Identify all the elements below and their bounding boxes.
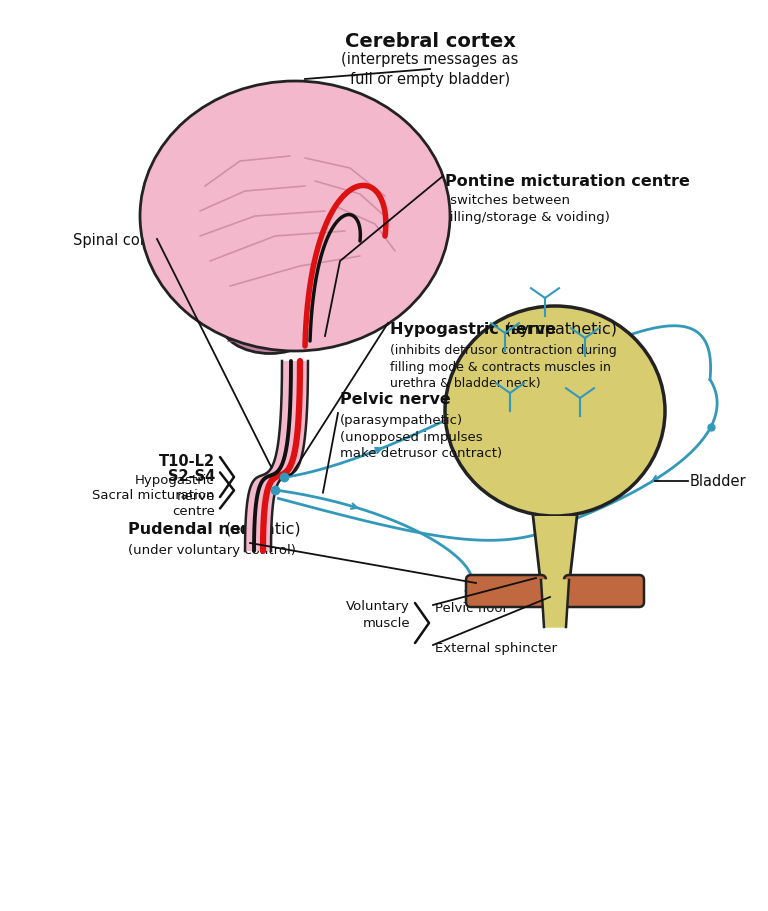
Text: Hypogastric nerve: Hypogastric nerve	[390, 322, 556, 337]
Text: Pelvic floor: Pelvic floor	[435, 601, 508, 614]
Text: (interprets messages as
full or empty bladder): (interprets messages as full or empty bl…	[341, 52, 518, 87]
Text: Spinal cord: Spinal cord	[73, 232, 155, 247]
Text: Pelvic nerve: Pelvic nerve	[340, 392, 451, 406]
Text: (somatic): (somatic)	[220, 521, 301, 537]
Text: Bladder: Bladder	[690, 474, 746, 489]
Text: Pontine micturation centre: Pontine micturation centre	[445, 174, 690, 189]
Text: Hypogastric
nerve: Hypogastric nerve	[135, 474, 215, 503]
FancyBboxPatch shape	[466, 576, 546, 608]
Text: Voluntary
muscle: Voluntary muscle	[346, 599, 410, 630]
Text: (sympathetic): (sympathetic)	[501, 322, 617, 337]
Text: T10-L2: T10-L2	[159, 454, 215, 468]
Polygon shape	[245, 362, 308, 551]
Text: Cerebral cortex: Cerebral cortex	[345, 32, 515, 51]
Ellipse shape	[140, 82, 450, 352]
Polygon shape	[533, 517, 577, 587]
Text: (under voluntary control): (under voluntary control)	[128, 543, 296, 557]
Text: S2-S4: S2-S4	[167, 469, 215, 484]
Polygon shape	[541, 580, 569, 628]
Text: (parasympathetic)
(unopposed impulses
make detrusor contract): (parasympathetic) (unopposed impulses ma…	[340, 414, 502, 459]
FancyBboxPatch shape	[564, 576, 644, 608]
Ellipse shape	[220, 289, 320, 354]
Ellipse shape	[445, 307, 665, 517]
Text: (inhibits detrusor contraction during
filling mode & contracts muscles in
urethr: (inhibits detrusor contraction during fi…	[390, 343, 617, 390]
Text: Sacral micturation
centre: Sacral micturation centre	[92, 489, 215, 517]
Text: Pudendal nerve: Pudendal nerve	[128, 521, 270, 537]
Text: External sphincter: External sphincter	[435, 641, 557, 654]
Text: (switches between
filling/storage & voiding): (switches between filling/storage & void…	[445, 194, 610, 223]
